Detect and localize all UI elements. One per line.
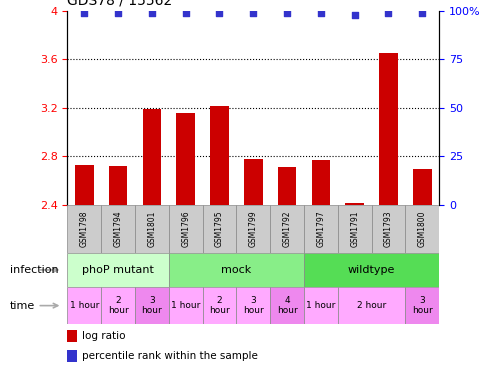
Bar: [405, 287, 439, 324]
Point: [80, 10, 88, 16]
Bar: [101, 205, 135, 253]
Text: percentile rank within the sample: percentile rank within the sample: [82, 351, 258, 361]
Bar: [67, 253, 169, 287]
Text: wildtype: wildtype: [348, 265, 395, 275]
Bar: [176, 113, 195, 205]
Bar: [244, 159, 262, 205]
Text: GSM1791: GSM1791: [350, 210, 359, 247]
Text: 3
hour: 3 hour: [243, 296, 263, 315]
Bar: [338, 287, 405, 324]
Bar: [101, 287, 135, 324]
Text: GSM1800: GSM1800: [418, 210, 427, 247]
Text: 1 hour: 1 hour: [171, 301, 200, 310]
Point: [114, 10, 122, 16]
Text: 1 hour: 1 hour: [306, 301, 335, 310]
Bar: [67, 350, 77, 362]
Text: GSM1792: GSM1792: [282, 210, 291, 247]
Text: GSM1797: GSM1797: [316, 210, 325, 247]
Point: [249, 10, 257, 16]
Bar: [338, 205, 372, 253]
Text: 4
hour: 4 hour: [276, 296, 297, 315]
Bar: [345, 202, 364, 205]
Point: [148, 10, 156, 16]
Point: [283, 10, 291, 16]
Text: GSM1796: GSM1796: [181, 210, 190, 247]
Text: 2 hour: 2 hour: [357, 301, 386, 310]
Bar: [304, 253, 439, 287]
Point: [351, 12, 359, 18]
Bar: [405, 205, 439, 253]
Text: GDS78 / 15562: GDS78 / 15562: [67, 0, 173, 7]
Text: GSM1793: GSM1793: [384, 210, 393, 247]
Text: 1 hour: 1 hour: [69, 301, 99, 310]
Text: GSM1798: GSM1798: [80, 210, 89, 247]
Bar: [203, 205, 237, 253]
Bar: [67, 205, 101, 253]
Bar: [203, 287, 237, 324]
Bar: [311, 160, 330, 205]
Point: [317, 10, 325, 16]
Point: [384, 10, 392, 16]
Bar: [210, 105, 229, 205]
Text: log ratio: log ratio: [82, 331, 126, 341]
Bar: [237, 205, 270, 253]
Bar: [135, 287, 169, 324]
Bar: [169, 253, 304, 287]
Bar: [169, 287, 203, 324]
Bar: [109, 166, 127, 205]
Point: [182, 10, 190, 16]
Bar: [270, 287, 304, 324]
Text: infection: infection: [10, 265, 58, 275]
Text: GSM1794: GSM1794: [114, 210, 123, 247]
Bar: [143, 109, 161, 205]
Text: GSM1801: GSM1801: [147, 210, 156, 247]
Text: time: time: [10, 300, 35, 311]
Bar: [278, 167, 296, 205]
Bar: [135, 205, 169, 253]
Text: 3
hour: 3 hour: [142, 296, 162, 315]
Bar: [304, 287, 338, 324]
Bar: [304, 205, 338, 253]
Point: [418, 10, 426, 16]
Text: GSM1795: GSM1795: [215, 210, 224, 247]
Bar: [67, 287, 101, 324]
Bar: [413, 169, 432, 205]
Bar: [237, 287, 270, 324]
Bar: [75, 165, 93, 205]
Bar: [372, 205, 405, 253]
Point: [216, 10, 224, 16]
Bar: [270, 205, 304, 253]
Text: 2
hour: 2 hour: [108, 296, 128, 315]
Text: 2
hour: 2 hour: [209, 296, 230, 315]
Bar: [67, 330, 77, 342]
Bar: [169, 205, 203, 253]
Text: 3
hour: 3 hour: [412, 296, 433, 315]
Text: phoP mutant: phoP mutant: [82, 265, 154, 275]
Bar: [379, 53, 398, 205]
Text: mock: mock: [221, 265, 251, 275]
Text: GSM1799: GSM1799: [249, 210, 258, 247]
